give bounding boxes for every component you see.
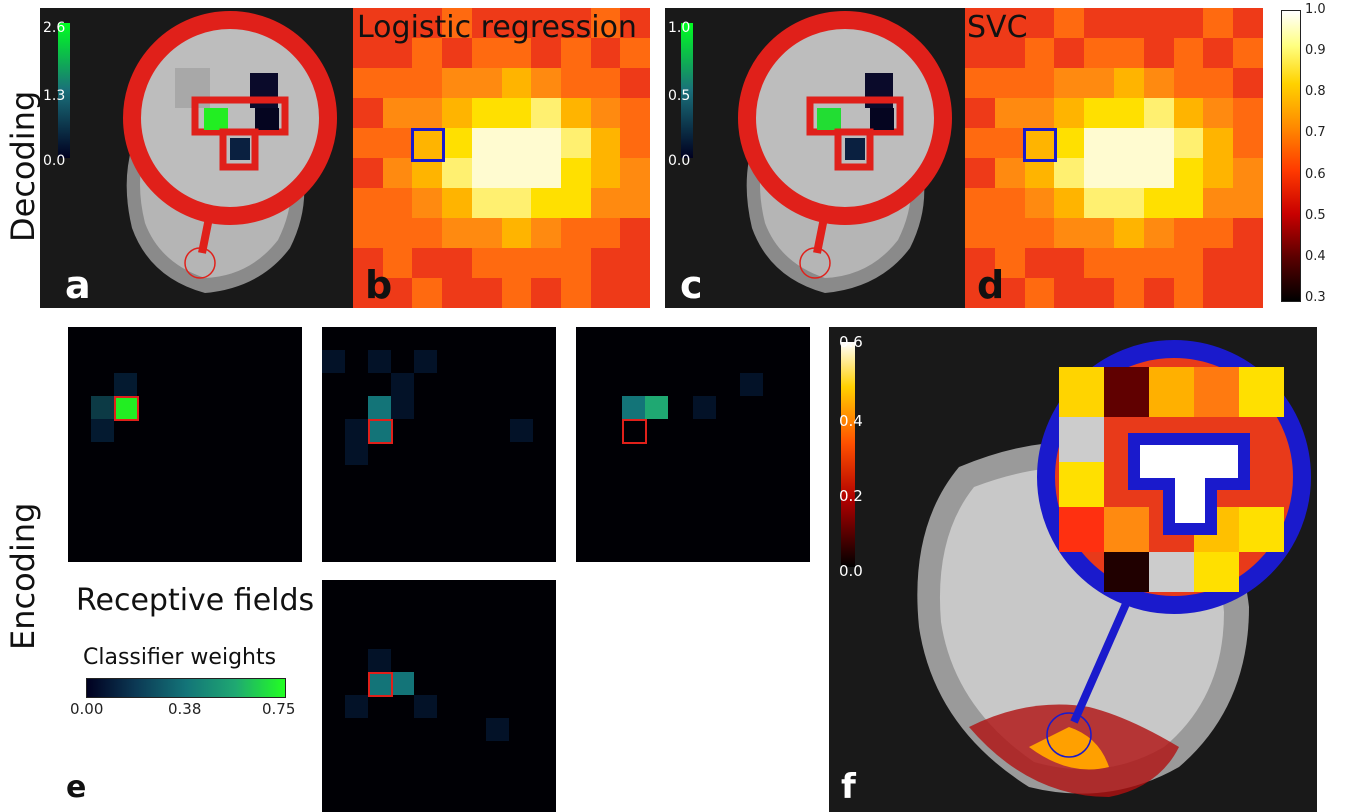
shared-colorbar-tick: 0.9 bbox=[1305, 43, 1326, 59]
shared-colorbar-tick: 0.6 bbox=[1305, 166, 1326, 182]
shared-colorbar-tick: 0.7 bbox=[1305, 125, 1326, 141]
shared-colorbar-tick: 0.8 bbox=[1305, 84, 1326, 100]
receptive-field-1 bbox=[68, 327, 302, 562]
colorbar-a bbox=[58, 23, 70, 158]
rf-4-selected-voxel bbox=[368, 672, 393, 697]
classifier-weights-colorbar bbox=[86, 678, 286, 698]
shared-colorbar-tick: 0.5 bbox=[1305, 207, 1326, 223]
cbar-c-tick-1: 0.5 bbox=[668, 88, 691, 104]
panel-label-a: a bbox=[65, 263, 91, 307]
colorbar-c bbox=[681, 23, 693, 158]
panel-f-brain-map: 0.6 0.4 0.2 0.0 f bbox=[829, 327, 1317, 812]
cbar-f-tick-1: 0.4 bbox=[839, 412, 863, 430]
selected-voxel-d bbox=[1023, 128, 1057, 162]
shared-colorbar-tick: 1.0 bbox=[1305, 2, 1326, 17]
shared-colorbar bbox=[1281, 10, 1301, 302]
row-title-decoding: Decoding bbox=[4, 90, 42, 242]
receptive-field-3 bbox=[576, 327, 810, 562]
classifier-weights-title: Classifier weights bbox=[83, 645, 277, 670]
rf-2-selected-voxel bbox=[368, 419, 393, 444]
selected-voxel-b bbox=[411, 128, 445, 162]
cbar-f-tick-2: 0.2 bbox=[839, 487, 863, 505]
cw-tick-2: 0.75 bbox=[262, 700, 296, 718]
heatmap-b-grid bbox=[353, 8, 650, 308]
rf-3-selected-voxel bbox=[622, 419, 647, 444]
panel-label-f: f bbox=[841, 767, 856, 807]
cbar-a-tick-0: 2.6 bbox=[43, 20, 66, 36]
row-title-encoding: Encoding bbox=[4, 502, 42, 650]
panel-label-c: c bbox=[680, 263, 703, 307]
shared-colorbar-tick: 0.3 bbox=[1305, 290, 1326, 305]
brain-map-f-graphic bbox=[841, 340, 1311, 797]
receptive-field-2 bbox=[322, 327, 556, 562]
brain-slice-c-graphic bbox=[681, 11, 952, 293]
heatmap-d-grid bbox=[965, 8, 1263, 308]
receptive-field-4 bbox=[322, 580, 556, 812]
panel-label-e: e bbox=[66, 770, 87, 805]
colorbar-f bbox=[841, 342, 855, 567]
shared-colorbar-tick: 0.4 bbox=[1305, 248, 1326, 264]
panel-a-brain-slice: 2.6 1.3 0.0 a bbox=[40, 8, 353, 308]
panel-b-title: Logistic regression bbox=[357, 10, 637, 45]
panel-b-heatmap: Logistic regression b bbox=[353, 8, 650, 308]
cbar-f-tick-0: 0.6 bbox=[839, 333, 863, 351]
brain-slice-a-graphic bbox=[58, 11, 337, 293]
cbar-a-tick-2: 0.0 bbox=[43, 153, 66, 169]
panel-label-b: b bbox=[365, 263, 393, 307]
cbar-c-tick-0: 1.0 bbox=[668, 20, 691, 36]
cw-tick-0: 0.00 bbox=[70, 700, 104, 718]
panel-c-brain-slice: 1.0 0.5 0.0 c bbox=[665, 8, 965, 308]
rf-1-selected-voxel bbox=[114, 396, 139, 421]
panel-e-title: Receptive fields bbox=[76, 583, 315, 618]
panel-d-title: SVC bbox=[967, 10, 1028, 45]
cbar-a-tick-1: 1.3 bbox=[43, 88, 66, 104]
panel-label-d: d bbox=[977, 263, 1005, 307]
panel-d-heatmap: SVC d bbox=[965, 8, 1263, 308]
cbar-f-tick-3: 0.0 bbox=[839, 562, 863, 580]
cw-tick-1: 0.38 bbox=[168, 700, 202, 718]
cbar-c-tick-2: 0.0 bbox=[668, 153, 691, 169]
